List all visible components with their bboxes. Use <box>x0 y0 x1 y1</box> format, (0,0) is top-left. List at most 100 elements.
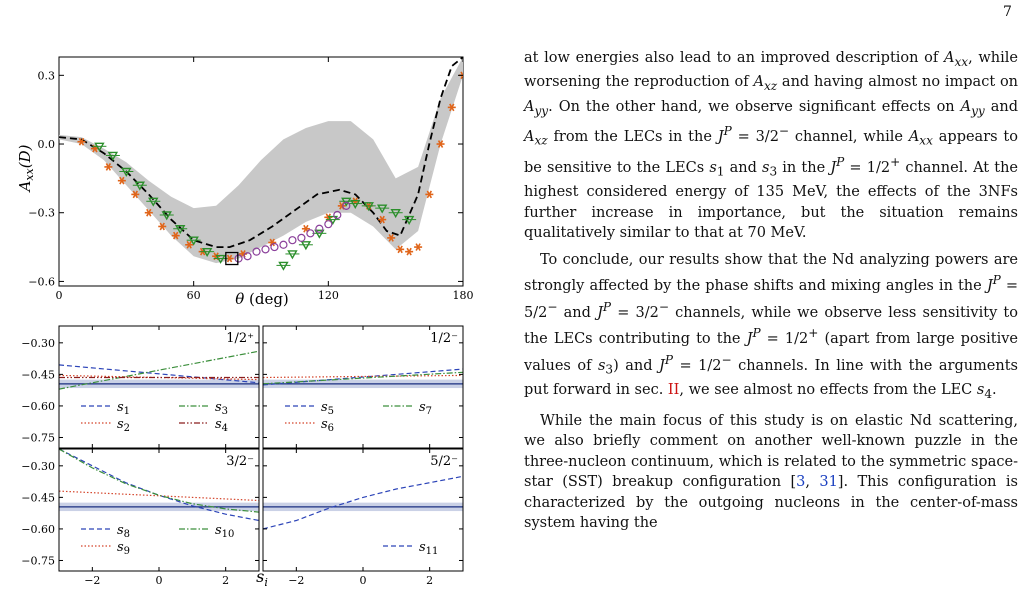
x-tick-label: 180 <box>453 289 474 302</box>
curve-s1 <box>59 364 259 384</box>
data-point-triangle <box>107 151 119 161</box>
paragraph-3: While the main focus of this study is on… <box>524 412 1018 532</box>
y-tick-label: −0.30 <box>21 337 55 350</box>
y-tick-label: −0.45 <box>21 491 55 504</box>
data-point-asterisk <box>226 254 233 263</box>
y-tick-label: −0.3 <box>28 207 55 220</box>
data-point-asterisk <box>78 137 85 146</box>
main-marks <box>59 57 463 271</box>
data-point-triangle <box>390 209 401 219</box>
data-point-triangle <box>403 215 415 226</box>
panel-marks <box>263 368 463 389</box>
main-y-axis-label: Axx(D) <box>16 144 36 193</box>
data-point-asterisk <box>119 176 125 185</box>
legend-label: s7 <box>419 400 432 417</box>
data-point-asterisk <box>460 71 463 77</box>
data-point-circle <box>342 201 351 210</box>
main-plot-area: 0 60 120 180 −0.6 −0.3 0.0 0.3 <box>28 57 474 302</box>
data-point-asterisk <box>303 224 309 233</box>
data-point-asterisk <box>415 243 421 251</box>
data-point-triangle <box>94 142 105 152</box>
data-point-asterisk <box>173 231 179 240</box>
shared-x-axis-label: si <box>256 567 268 589</box>
y-tick-label: −0.6 <box>28 275 55 288</box>
data-point-asterisk <box>406 247 412 256</box>
data-point-circle <box>261 245 270 254</box>
data-point-triangle <box>287 250 298 260</box>
legend-label: s8 <box>117 523 130 540</box>
data-point-triangle <box>363 202 374 212</box>
data-point-asterisk <box>426 190 433 199</box>
legend-label: s6 <box>321 417 334 434</box>
curve-s3 <box>59 350 259 390</box>
data-point-circle <box>306 229 315 238</box>
legend-label: s4 <box>215 417 228 434</box>
page-number: 7 <box>1003 4 1012 20</box>
data-point-asterisk <box>388 234 394 242</box>
data-point-triangle <box>174 225 186 235</box>
data-point-asterisk <box>186 240 192 249</box>
data-point-triangle <box>376 204 388 214</box>
data-point-asterisk <box>379 215 385 224</box>
data-point-triangle <box>121 167 132 177</box>
data-point-triangle <box>350 199 361 209</box>
panel-marks <box>59 350 259 390</box>
legend-label: s11 <box>419 540 438 557</box>
section-link[interactable]: II <box>667 382 680 399</box>
data-point-triangle <box>201 247 213 258</box>
data-point-triangle <box>215 254 226 264</box>
data-point-circle <box>279 240 288 249</box>
data-point-asterisk <box>132 190 139 199</box>
y-tick-label: 0.0 <box>38 138 56 151</box>
data-point-circle <box>333 210 342 220</box>
legend-label: s3 <box>215 400 228 417</box>
x-tick-label: 0 <box>56 289 63 302</box>
x-tick-label: −2 <box>288 574 304 587</box>
data-point-asterisk <box>437 140 444 148</box>
panel-marks <box>263 475 463 530</box>
curve-s8 <box>59 449 259 522</box>
panel-label: 3/2⁻ <box>226 454 254 469</box>
x-tick-label: 2 <box>426 574 433 587</box>
y-tick-label: −0.60 <box>21 523 55 536</box>
data-point-circle <box>243 252 252 261</box>
legend-label: s9 <box>117 540 130 557</box>
curve-s7 <box>263 371 463 385</box>
data-point-circle <box>270 242 279 252</box>
x-tick-label: 60 <box>187 289 201 302</box>
x-tick-label: −2 <box>84 574 100 587</box>
data-point-asterisk <box>105 163 112 171</box>
legend-label: s1 <box>117 400 130 417</box>
data-point-circle <box>288 236 297 245</box>
data-point-square <box>225 251 239 266</box>
y-tick-label: −0.60 <box>21 400 55 413</box>
panel-label: 1/2⁻ <box>430 331 458 346</box>
curve-s5 <box>263 368 463 386</box>
data-point-triangle <box>134 181 146 191</box>
uncertainty-band <box>59 57 463 264</box>
legend-label: s2 <box>117 417 130 434</box>
data-point-triangle <box>341 197 352 207</box>
data-point-triangle <box>161 211 172 221</box>
x-tick-label: 120 <box>318 289 339 302</box>
data-point-asterisk <box>159 222 165 231</box>
citation-link[interactable]: 3 <box>796 474 806 491</box>
citation-link[interactable]: 31 <box>819 474 838 491</box>
data-point-triangle <box>188 236 199 246</box>
data-point-asterisk <box>146 208 152 217</box>
curve-s10 <box>59 449 259 513</box>
panel-label: 1/2⁺ <box>226 331 254 346</box>
data-point-triangle <box>327 215 339 226</box>
main-plot-frame <box>58 56 464 287</box>
legend-label: s5 <box>321 400 334 417</box>
y-tick-label: −0.30 <box>21 460 55 473</box>
data-point-circle <box>297 233 306 243</box>
y-tick-label: 0.3 <box>38 69 56 82</box>
data-point-circle <box>324 220 333 229</box>
data-point-asterisk <box>449 103 455 112</box>
text-column: at low energies also lead to an improved… <box>524 48 1018 540</box>
data-point-circle <box>252 247 261 256</box>
paragraph-1: at low energies also lead to an improved… <box>524 50 1019 242</box>
data-point-triangle <box>278 261 289 271</box>
legend-label: s10 <box>215 523 234 540</box>
